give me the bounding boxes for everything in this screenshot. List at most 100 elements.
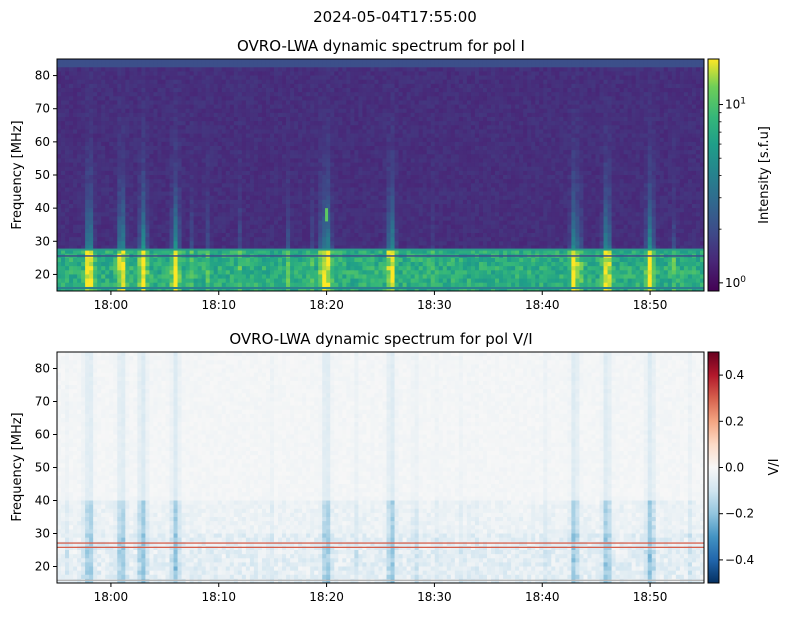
heatmap-cell xyxy=(81,278,86,284)
heatmap-cell xyxy=(185,112,191,118)
heatmap-cell xyxy=(261,212,267,217)
heatmap-cell xyxy=(410,92,416,97)
heatmap-cell xyxy=(129,212,134,217)
heatmap-cell xyxy=(133,141,138,147)
heatmap-cell xyxy=(282,175,287,180)
heatmap-cell xyxy=(261,249,267,255)
heatmap-cell xyxy=(221,88,227,93)
heatmap-cell xyxy=(286,141,291,147)
heatmap-cell xyxy=(189,216,195,221)
heatmap-cell xyxy=(169,257,174,263)
heatmap-cell xyxy=(133,266,138,271)
heatmap-cell xyxy=(137,257,142,263)
heatmap-cell xyxy=(89,241,94,246)
heatmap-cell xyxy=(129,187,134,192)
heatmap-cell xyxy=(314,175,319,180)
heatmap-cell xyxy=(77,104,82,110)
heatmap-cell xyxy=(137,75,142,81)
heatmap-cell xyxy=(245,71,251,76)
heatmap-cell xyxy=(77,179,82,184)
heatmap-cell xyxy=(249,129,255,134)
heatmap-cell xyxy=(342,96,347,101)
heatmap-cell xyxy=(346,187,351,192)
heatmap-cell xyxy=(105,249,110,255)
heatmap-cell xyxy=(125,137,130,143)
heatmap-cell xyxy=(209,146,215,151)
heatmap-cell xyxy=(314,270,319,275)
heatmap-cell xyxy=(233,67,239,72)
heatmap-cell xyxy=(338,241,343,246)
heatmap-cell xyxy=(185,67,191,72)
heatmap-cell xyxy=(205,282,211,288)
heatmap-cell xyxy=(274,175,279,180)
heatmap-cell xyxy=(197,104,203,110)
heatmap-cell xyxy=(338,75,343,81)
heatmap-cell xyxy=(322,257,327,263)
heatmap-cell xyxy=(177,83,182,89)
heatmap-cell xyxy=(265,187,271,192)
heatmap-cell xyxy=(229,175,235,180)
heatmap-cell xyxy=(65,129,70,134)
heatmap-cell xyxy=(133,278,138,284)
heatmap-cell xyxy=(229,117,235,122)
heatmap-cell xyxy=(169,88,174,93)
heatmap-cell xyxy=(233,220,239,226)
heatmap-cell xyxy=(85,278,90,284)
heatmap-cell xyxy=(269,266,275,271)
heatmap-cell xyxy=(382,129,387,134)
heatmap-cell xyxy=(330,162,335,168)
heatmap-cell xyxy=(85,286,90,292)
heatmap-cell xyxy=(109,125,114,130)
heatmap-cell xyxy=(398,262,403,267)
heatmap-cell xyxy=(173,96,178,101)
heatmap-cell xyxy=(298,112,303,118)
heatmap-cell xyxy=(346,141,351,147)
heatmap-cell xyxy=(105,146,110,151)
heatmap-cell xyxy=(265,146,271,151)
heatmap-cell xyxy=(261,83,267,89)
heatmap-cell xyxy=(229,88,235,93)
heatmap-cell xyxy=(57,266,62,271)
heatmap-cell xyxy=(61,83,66,89)
heatmap-cell xyxy=(249,245,255,250)
heatmap-cell xyxy=(69,67,74,72)
heatmap-cell xyxy=(101,88,106,93)
heatmap-cell xyxy=(81,175,86,180)
heatmap-cell xyxy=(133,137,138,143)
heatmap-cell xyxy=(145,212,150,217)
heatmap-cell xyxy=(378,100,383,105)
heatmap-cell xyxy=(366,233,371,238)
heatmap-cell xyxy=(117,92,122,97)
heatmap-cell xyxy=(406,179,412,184)
heatmap-cell xyxy=(145,67,150,72)
heatmap-cell xyxy=(77,146,82,151)
heatmap-cell xyxy=(165,71,170,76)
heatmap-cell xyxy=(334,282,339,288)
heatmap-cell xyxy=(65,179,70,184)
heatmap-cell xyxy=(77,129,82,134)
heatmap-cell xyxy=(157,146,162,151)
heatmap-cell xyxy=(338,187,343,192)
heatmap-cell xyxy=(93,92,98,97)
heatmap-cell xyxy=(197,262,203,267)
heatmap-cell xyxy=(113,63,118,68)
heatmap-cell xyxy=(237,216,243,221)
heatmap-cell xyxy=(85,71,90,76)
heatmap-cell xyxy=(61,112,66,118)
heatmap-cell xyxy=(410,67,416,72)
heatmap-cell xyxy=(213,133,219,139)
heatmap-cell xyxy=(217,88,223,93)
heatmap-cell xyxy=(382,137,387,143)
heatmap-cell xyxy=(133,166,138,172)
heatmap-cell xyxy=(334,175,339,180)
heatmap-cell xyxy=(398,88,403,93)
heatmap-cell xyxy=(286,191,291,197)
heatmap-cell xyxy=(85,241,90,246)
heatmap-cell xyxy=(350,154,355,159)
heatmap-cell xyxy=(117,129,122,134)
heatmap-cell xyxy=(406,204,412,209)
heatmap-cell xyxy=(153,162,158,168)
heatmap-cell xyxy=(65,166,70,172)
heatmap-cell xyxy=(185,108,191,114)
heatmap-cell xyxy=(330,125,335,130)
